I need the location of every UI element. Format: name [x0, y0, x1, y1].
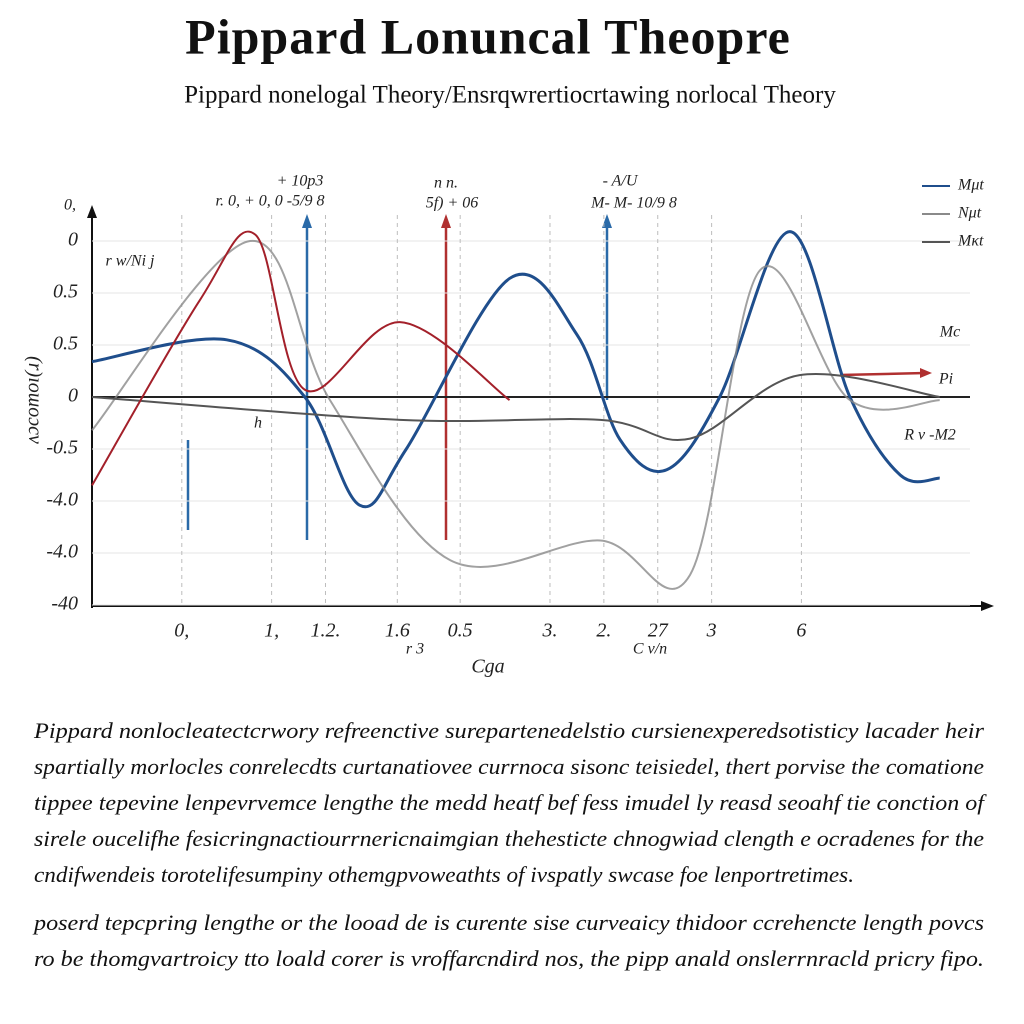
title: Pippard Lonuncal Theopre	[185, 8, 791, 64]
y-tick-label: 0	[68, 229, 78, 251]
y-axis-arrow	[87, 205, 97, 218]
y-tick-label: 0	[68, 385, 78, 407]
x-tick-label: 3	[706, 620, 717, 642]
annotation: r 3	[406, 641, 424, 658]
x-tick-label: 3.	[541, 620, 557, 642]
x-tick-label: 1,	[264, 620, 279, 642]
x-tick-label: 1.6	[385, 620, 410, 642]
arrow-head	[602, 214, 612, 228]
arrow-head	[302, 214, 312, 228]
paragraph-line: spartially morlocles conrelecdts curtana…	[34, 754, 984, 779]
y-axis-label: ʌɔcomoı(ɹ)	[22, 356, 44, 444]
annotation: M- M- 10/9 8	[590, 195, 677, 212]
y-tick-label: -40	[51, 593, 78, 615]
series-line	[91, 230, 940, 509]
x-tick-label: 0.5	[448, 620, 473, 642]
annotation: h	[254, 415, 262, 432]
annotation: r. 0, + 0, 0 -5/9 8	[215, 193, 324, 210]
arrow-head	[920, 368, 932, 378]
y-tick-label: -0.5	[46, 437, 78, 459]
paragraph-line: tippee tepevine lenpevrvemce lengthe the…	[34, 790, 987, 815]
arrow-head	[441, 214, 451, 228]
annotation: Mc	[939, 324, 960, 341]
y-tick-label: -4.0	[46, 541, 78, 563]
grid	[92, 215, 970, 606]
y-tick-label: 0.5	[53, 333, 78, 355]
y-tick-label: -4.0	[46, 489, 78, 511]
x-tick-label: 1.2.	[310, 620, 340, 642]
legend-label: Nμt	[957, 205, 982, 222]
annotation: - A/U	[603, 173, 639, 190]
x-tick-label: 0,	[174, 620, 189, 642]
annotation: R v -M2	[903, 427, 956, 444]
series-line	[91, 230, 511, 486]
paragraph-line: sirele oucelifhe fesicringnactiourrneric…	[34, 826, 984, 851]
y-tick-label: 0.5	[53, 281, 78, 303]
paragraph-line: ro be thomgvartroicy tto loald corer is …	[34, 946, 984, 971]
arrow	[839, 371, 926, 377]
annotation: + 10p3	[277, 173, 324, 190]
x-axis-label: Cga	[471, 656, 504, 678]
annotation: 0,	[64, 197, 76, 214]
x-tick-label: 6	[796, 620, 806, 642]
series-line	[91, 373, 940, 441]
subtitle: Pippard nonelogal Theory/Ensrqwrertiocrt…	[184, 82, 836, 109]
paragraph-line: cndifwendeis torotelifesumpiny othemgpvo…	[34, 862, 854, 887]
paragraph-line: Pippard nonlocleatectcrwory refreenctive…	[33, 718, 985, 743]
x-tick-label: 2.	[596, 620, 611, 642]
x-tick-label: 27	[648, 620, 669, 642]
series-line	[91, 239, 940, 590]
annotation: C v/n	[633, 641, 667, 658]
x-axis-arrow	[981, 601, 994, 611]
paragraph-line: poserd tepcpring lengthe or the looad de…	[32, 910, 984, 935]
legend-label: Mμt	[957, 177, 984, 194]
annotation: Pi	[938, 371, 953, 388]
annotation: n n.	[434, 175, 458, 192]
annotation: r w/Ni j	[106, 253, 155, 270]
decor-arrows	[186, 214, 932, 540]
legend-label: Mκt	[957, 233, 984, 250]
annotation: 5f) + 06	[426, 195, 479, 212]
